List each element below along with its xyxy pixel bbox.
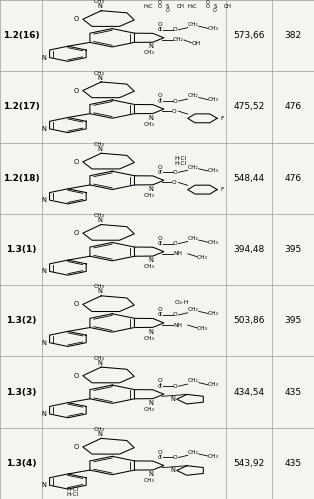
Text: 394,48: 394,48 — [233, 245, 264, 254]
Bar — [0, 0, 314, 71]
Text: 382: 382 — [284, 31, 301, 40]
Text: 395: 395 — [284, 316, 301, 325]
Text: 1.2(17): 1.2(17) — [3, 102, 40, 111]
Bar — [0, 143, 314, 214]
Text: 503,86: 503,86 — [233, 316, 265, 325]
Text: 1.2(18): 1.2(18) — [3, 174, 40, 183]
Text: 476: 476 — [284, 102, 301, 111]
Text: 543,92: 543,92 — [233, 459, 264, 468]
Text: 1.3(4): 1.3(4) — [6, 459, 36, 468]
Text: 548,44: 548,44 — [233, 174, 264, 183]
Text: 1.3(2): 1.3(2) — [6, 316, 36, 325]
Bar — [0, 71, 314, 143]
Bar — [0, 428, 314, 499]
Bar — [0, 285, 314, 356]
Text: 573,66: 573,66 — [233, 31, 265, 40]
Text: 475,52: 475,52 — [233, 102, 264, 111]
Text: 1.2(16): 1.2(16) — [3, 31, 40, 40]
Text: 435: 435 — [284, 388, 301, 397]
Text: 434,54: 434,54 — [233, 388, 264, 397]
Text: 476: 476 — [284, 174, 301, 183]
Bar — [0, 356, 314, 428]
Text: 435: 435 — [284, 459, 301, 468]
Text: 395: 395 — [284, 245, 301, 254]
Text: 1.3(3): 1.3(3) — [6, 388, 36, 397]
Text: 1.3(1): 1.3(1) — [6, 245, 36, 254]
Bar — [0, 214, 314, 285]
